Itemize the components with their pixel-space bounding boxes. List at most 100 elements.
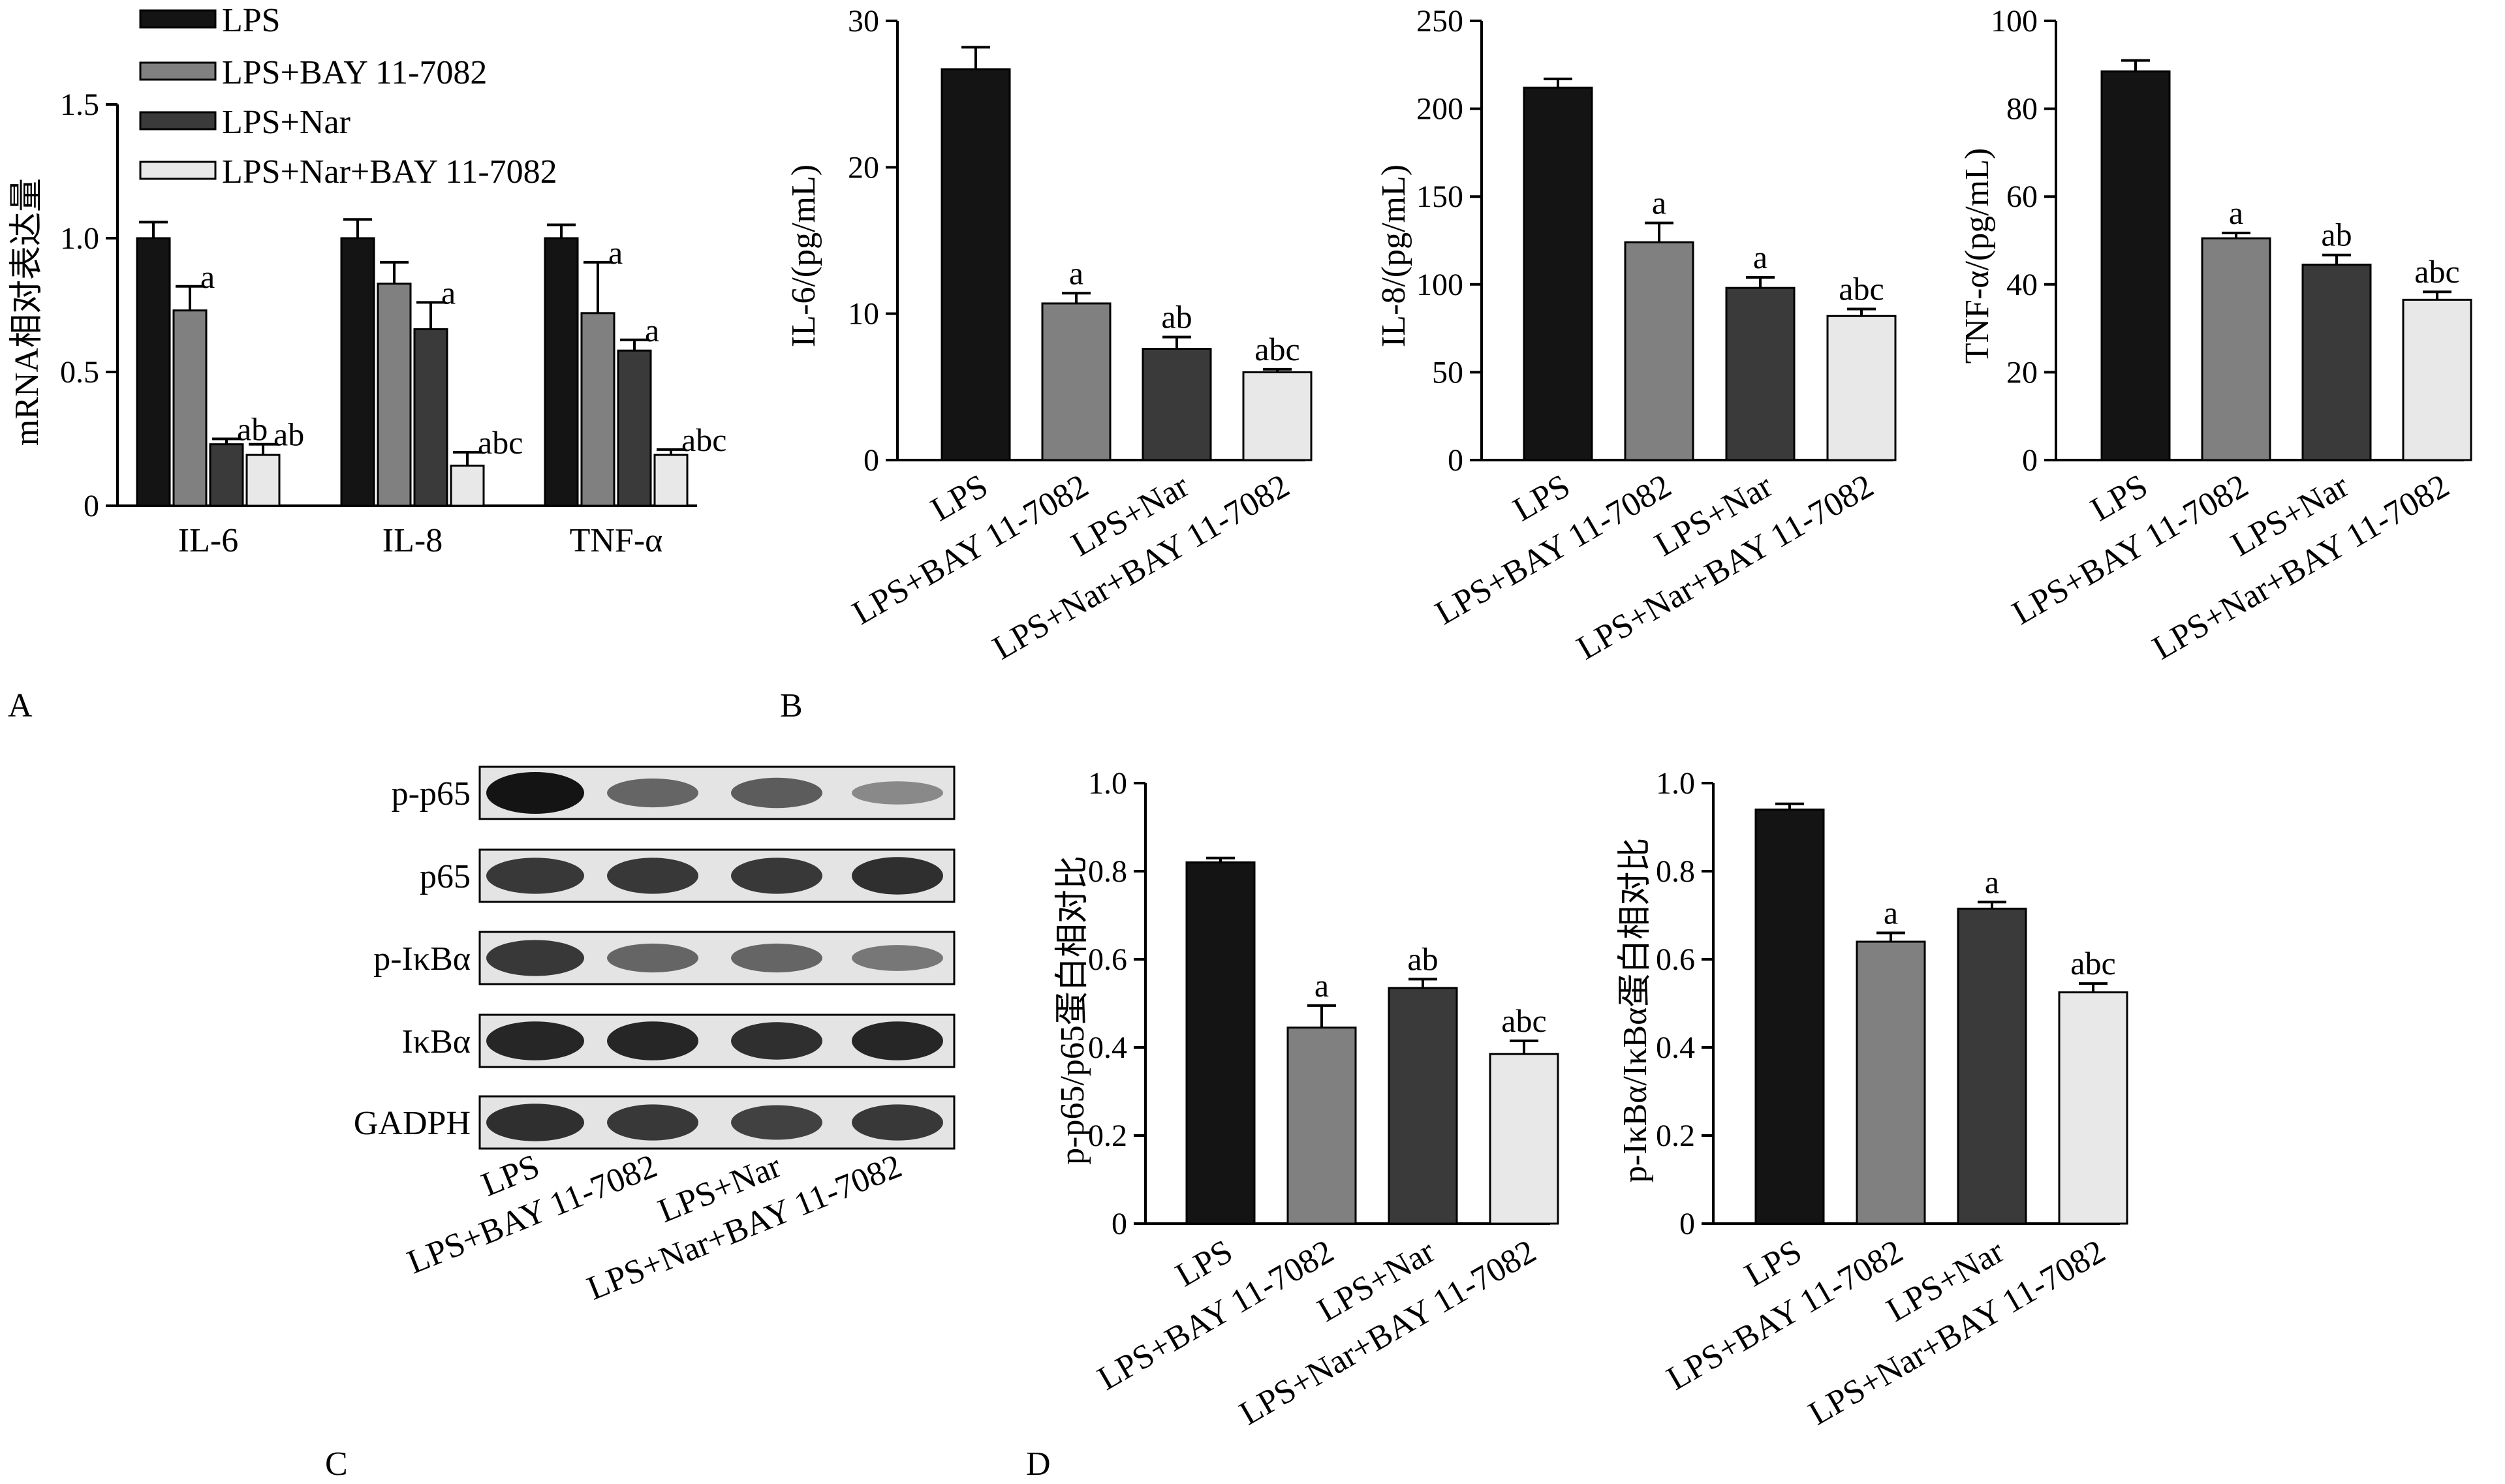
panel-a-bar [450,465,485,507]
blot-band [486,858,584,894]
panel-b-il8-x-tick-label: LPS [1507,467,1576,529]
panel-a-x-tick-label: IL-8 [382,522,443,559]
panel-b-il6-bar [941,68,1011,461]
panel-d-ikba-y-tick-label: 0 [1679,1207,1695,1241]
blot-band [607,1104,698,1141]
blot-row-label: IκBα [402,1023,471,1060]
panel-a-chart: mRNA相对表达量 LPS LPS+BAY 11-7082 LPS+Nar LPS+N… [8,2,726,559]
panel-b-il6-y-tick-label: 30 [848,4,879,39]
panel-label-c: C [325,1445,348,1483]
panel-a-sig-label: a [441,274,456,311]
blot-band [607,778,698,808]
panel-a-sig-label: ab [237,411,268,448]
panel-b-il6-bar [1242,371,1313,461]
panel-b-il8-bar [1624,241,1694,461]
panel-d-ikba-chart: p-IκBα/IκBα蛋白相对比 00.20.40.60.81.0LPSaLPS… [1617,766,2128,1432]
panel-a-sig-label: a [608,234,623,271]
panel-d-p65-sig-label: abc [1501,1002,1546,1039]
blot-band [486,1021,584,1060]
panel-d-ikba-y-tick-label: 0.8 [1656,854,1695,889]
panel-b-il8-sig-label: abc [1839,270,1884,307]
panel-b-il8-sig-label: a [1652,185,1666,221]
panel-b-il6-y-tick-label: 10 [848,297,879,332]
panel-b-tnf-y-tick-label: 60 [2006,179,2038,214]
legend-swatch [139,111,217,131]
panel-b-il8-y-tick-label: 100 [1416,268,1463,302]
panel-b-il6-bar [1041,302,1112,461]
panel-b-il6-sig-label: a [1069,255,1083,291]
blot-band [731,1022,822,1060]
panel-d-ikba-bar [1856,940,1926,1225]
panel-d-p65-y-tick-label: 0.6 [1088,942,1127,977]
panel-a-sig-label: a [645,312,659,348]
legend-entry: LPS [222,2,281,39]
panel-b-il6-ylabel: IL-6/(pg/mL) [785,164,822,347]
blot-band [486,940,584,976]
panel-a-bar [209,443,244,507]
blot-band [852,945,943,971]
blot-row-label: p-p65 [392,775,471,812]
panel-a-y-tick-label: 0.5 [60,355,99,390]
panel-d-p65-x-tick-label: LPS [1170,1233,1239,1294]
panel-d-p65-bar [1489,1053,1559,1225]
panel-b-tnf-bar [2100,70,2171,461]
panel-b-il8-y-tick-label: 150 [1416,179,1463,214]
panel-label-b: B [780,687,803,724]
panel-a-x-tick-label: IL-6 [178,522,238,559]
panel-d-ikba-y-tick-label: 0.4 [1656,1030,1695,1065]
panel-d-p65-y-tick-label: 1.0 [1088,766,1127,801]
legend-entry: LPS+Nar+BAY 11-7082 [222,153,557,191]
panel-a-sig-label: abc [681,422,726,458]
panel-b-tnf-y-tick-label: 40 [2006,268,2038,302]
blot-band [731,943,822,973]
panel-d-ikba-y-tick-label: 0.6 [1656,942,1695,977]
legend-swatch [139,161,217,180]
panel-a-bar [617,349,652,507]
panel-b-il8-chart: IL-8/(pg/mL) 050100150200250LPSaLPS+BAY … [1375,4,1897,667]
panel-d-ikba-sig-label: abc [2070,945,2115,982]
blot-band [486,1104,584,1141]
panel-b-tnf-y-tick-label: 0 [2022,443,2038,478]
panel-d-ikba-bar [1754,809,1825,1225]
blot-band [486,772,584,814]
panel-d-p65-chart: p-p65/p65蛋白相对比 00.20.40.60.81.0LPSaLPS+B… [1054,766,1559,1432]
panel-a-bar [136,237,171,507]
panel-d-p65-sig-label: ab [1407,940,1438,977]
panel-b-il8-sig-label: a [1753,239,1767,275]
panel-d-p65-sig-label: a [1315,967,1329,1004]
panel-label-a: A [8,687,33,724]
blot-band [852,857,943,895]
blot-band [852,1104,943,1141]
panel-b-il8-ylabel: IL-8/(pg/mL) [1375,164,1412,347]
panel-b-il8-y-tick-label: 50 [1432,355,1463,390]
panel-a-sig-label: abc [478,424,523,461]
panel-b-tnf-y-tick-label: 80 [2006,92,2038,127]
panel-b-tnf-bar [2201,237,2271,461]
blot-band [607,858,698,894]
panel-b-tnf-y-tick-label: 20 [2006,355,2038,390]
blot-band [852,781,943,805]
panel-b-il8-y-tick-label: 0 [1448,443,1463,478]
blot-row-label: p65 [420,858,471,895]
panel-b-il6-bar [1142,348,1212,461]
panel-a-bar [544,237,579,507]
panel-a-legend: LPS LPS+BAY 11-7082 LPS+Nar LPS+Nar+BAY 11-… [139,2,557,191]
panel-b-tnf-bar [2402,298,2472,461]
panel-a-y-tick-label: 1.0 [60,221,99,256]
legend-entry: LPS+BAY 11-7082 [222,54,487,91]
panel-a-bar [172,309,208,507]
panel-a-x-tick-label: TNF-α [570,522,663,559]
panel-b-tnf-sig-label: abc [2414,253,2459,290]
blot-band [731,777,822,809]
panel-a-bar [245,454,281,507]
panel-b-tnf-x-tick-label: LPS [2085,467,2154,529]
legend-swatch [139,61,217,81]
blot-row-label: p-IκBα [373,940,471,978]
panel-a-y-tick-label: 1.5 [60,87,99,122]
blot-band [731,858,822,894]
panel-b-il6-x-tick-label: LPS [925,467,994,529]
panel-b-il8-y-tick-label: 250 [1416,4,1463,39]
